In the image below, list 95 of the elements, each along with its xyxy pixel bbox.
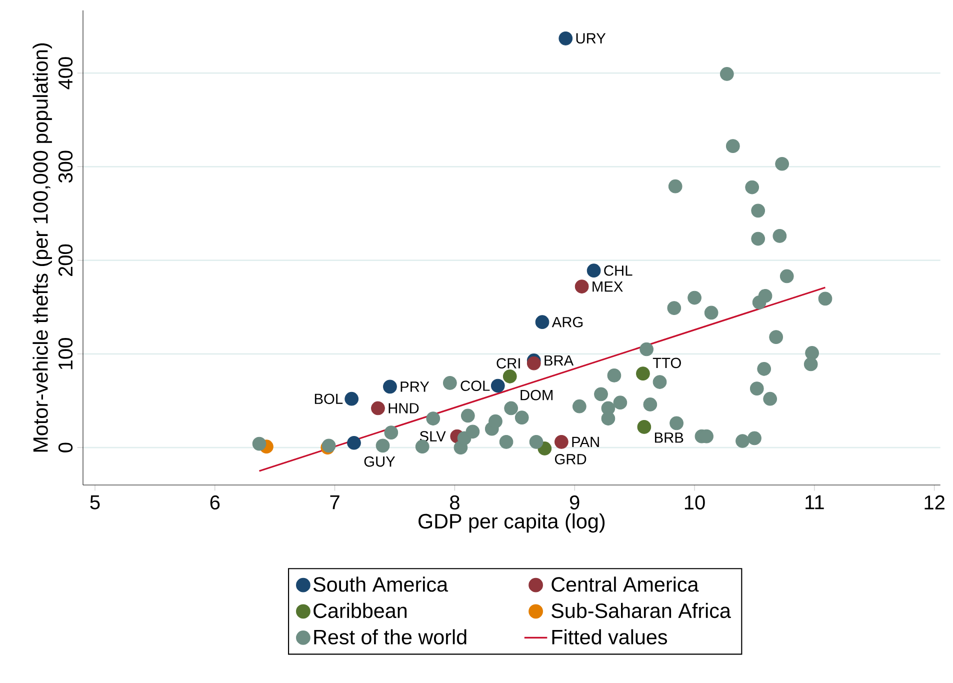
point <box>442 376 457 390</box>
point <box>667 301 682 315</box>
x-tick-label: 7 <box>330 495 340 510</box>
point <box>745 180 760 194</box>
point <box>460 408 475 423</box>
point <box>636 366 650 381</box>
point <box>526 356 541 370</box>
point <box>371 401 385 416</box>
point <box>637 420 652 434</box>
point <box>415 440 430 454</box>
annotation: CHL <box>604 265 632 276</box>
point <box>670 416 684 430</box>
point <box>558 31 573 46</box>
point <box>643 398 658 412</box>
point <box>601 412 616 426</box>
point <box>529 435 544 449</box>
point <box>751 232 766 246</box>
annotation: PAN <box>572 436 599 447</box>
point <box>763 392 778 406</box>
point <box>704 306 718 320</box>
y-tick-label: 200 <box>58 244 73 276</box>
x-axis-title: GDP per capita (log) <box>418 513 605 533</box>
point <box>772 229 787 243</box>
x-tick-label: 8 <box>450 495 460 510</box>
y-tick-label: 300 <box>58 150 73 183</box>
annotation: PRY <box>400 382 430 392</box>
point <box>804 357 818 372</box>
point <box>535 315 550 330</box>
point <box>376 438 390 453</box>
point <box>748 431 762 446</box>
x-tick-label: 5 <box>90 495 100 510</box>
point <box>688 290 702 305</box>
point <box>736 434 750 448</box>
annotation: MEX <box>592 281 623 292</box>
annotation: URY <box>576 33 606 44</box>
annotation: DOM <box>520 390 552 400</box>
point <box>504 401 518 416</box>
point <box>426 412 440 426</box>
point <box>652 375 667 389</box>
point <box>488 414 502 428</box>
point <box>757 362 772 376</box>
point <box>726 139 740 154</box>
x-tick-label: 12 <box>924 495 944 510</box>
point <box>775 156 790 171</box>
point <box>466 424 480 439</box>
point <box>499 435 514 449</box>
legend-label: Rest of the world <box>314 629 466 644</box>
y-tick-label: 100 <box>58 338 73 370</box>
x-tick-label: 10 <box>684 495 705 510</box>
point <box>344 392 359 406</box>
point <box>383 380 397 394</box>
annotation: GRD <box>554 454 586 464</box>
legend-label: Caribbean <box>314 602 407 618</box>
x-tick-label: 6 <box>210 495 220 510</box>
legend-label: Sub-Saharan Africa <box>552 602 731 618</box>
point <box>750 382 764 396</box>
point <box>668 179 682 194</box>
y-axis-title: Motor-vehicle thefts (per 100,000 population) <box>32 43 52 452</box>
annotation: COL <box>460 380 490 391</box>
point <box>640 342 654 356</box>
point <box>780 269 794 284</box>
point <box>574 280 589 294</box>
point <box>502 369 517 384</box>
annotation: BRA <box>544 355 574 366</box>
x-tick-label: 9 <box>570 495 580 510</box>
legend-label: Fitted values <box>552 629 668 644</box>
annotation: BRB <box>654 432 684 443</box>
annotation: TTO <box>652 358 681 368</box>
point <box>554 435 568 449</box>
point <box>347 436 361 450</box>
point <box>607 368 622 382</box>
point <box>384 426 398 440</box>
annotation: CRI <box>496 358 520 368</box>
point <box>490 378 505 393</box>
point <box>769 330 784 344</box>
point <box>594 387 608 402</box>
point <box>252 436 266 451</box>
point <box>514 410 529 425</box>
point <box>805 346 819 360</box>
y-tick-label: 0 <box>58 442 73 452</box>
annotation: ARG <box>552 316 583 328</box>
annotation: BOL <box>314 394 343 404</box>
legend-label: Central America <box>552 576 699 592</box>
point <box>586 264 601 278</box>
point <box>758 288 772 303</box>
point <box>751 204 766 218</box>
point <box>613 396 628 410</box>
annotation: HND <box>388 403 419 414</box>
x-tick-label: 11 <box>806 495 824 510</box>
point <box>818 292 832 306</box>
annotation: GUY <box>364 456 396 467</box>
legend-label: South America <box>313 576 448 592</box>
y-tick-label: 400 <box>58 57 73 90</box>
point <box>720 67 734 81</box>
point <box>572 399 586 414</box>
